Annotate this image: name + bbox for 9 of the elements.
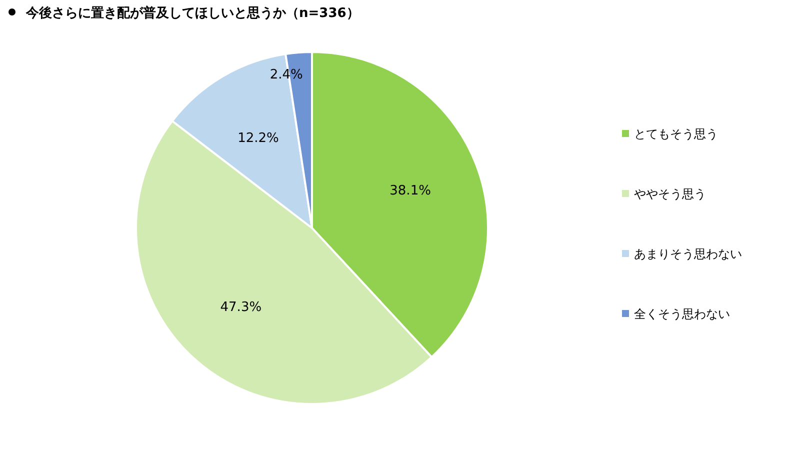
data-label: 38.1% — [390, 183, 431, 198]
legend-label: とてもそう思う — [634, 127, 718, 141]
data-label: 12.2% — [238, 131, 279, 146]
legend-label: あまりそう思わない — [634, 247, 742, 261]
chart-title: 今後さらに置き配が普及してほしいと思うか（n=336） — [25, 5, 360, 21]
legend-label: ややそう思う — [634, 187, 706, 201]
data-label: 47.3% — [220, 300, 262, 316]
data-label: 2.4% — [270, 68, 303, 83]
legend-label: 全くそう思わない — [634, 307, 730, 321]
